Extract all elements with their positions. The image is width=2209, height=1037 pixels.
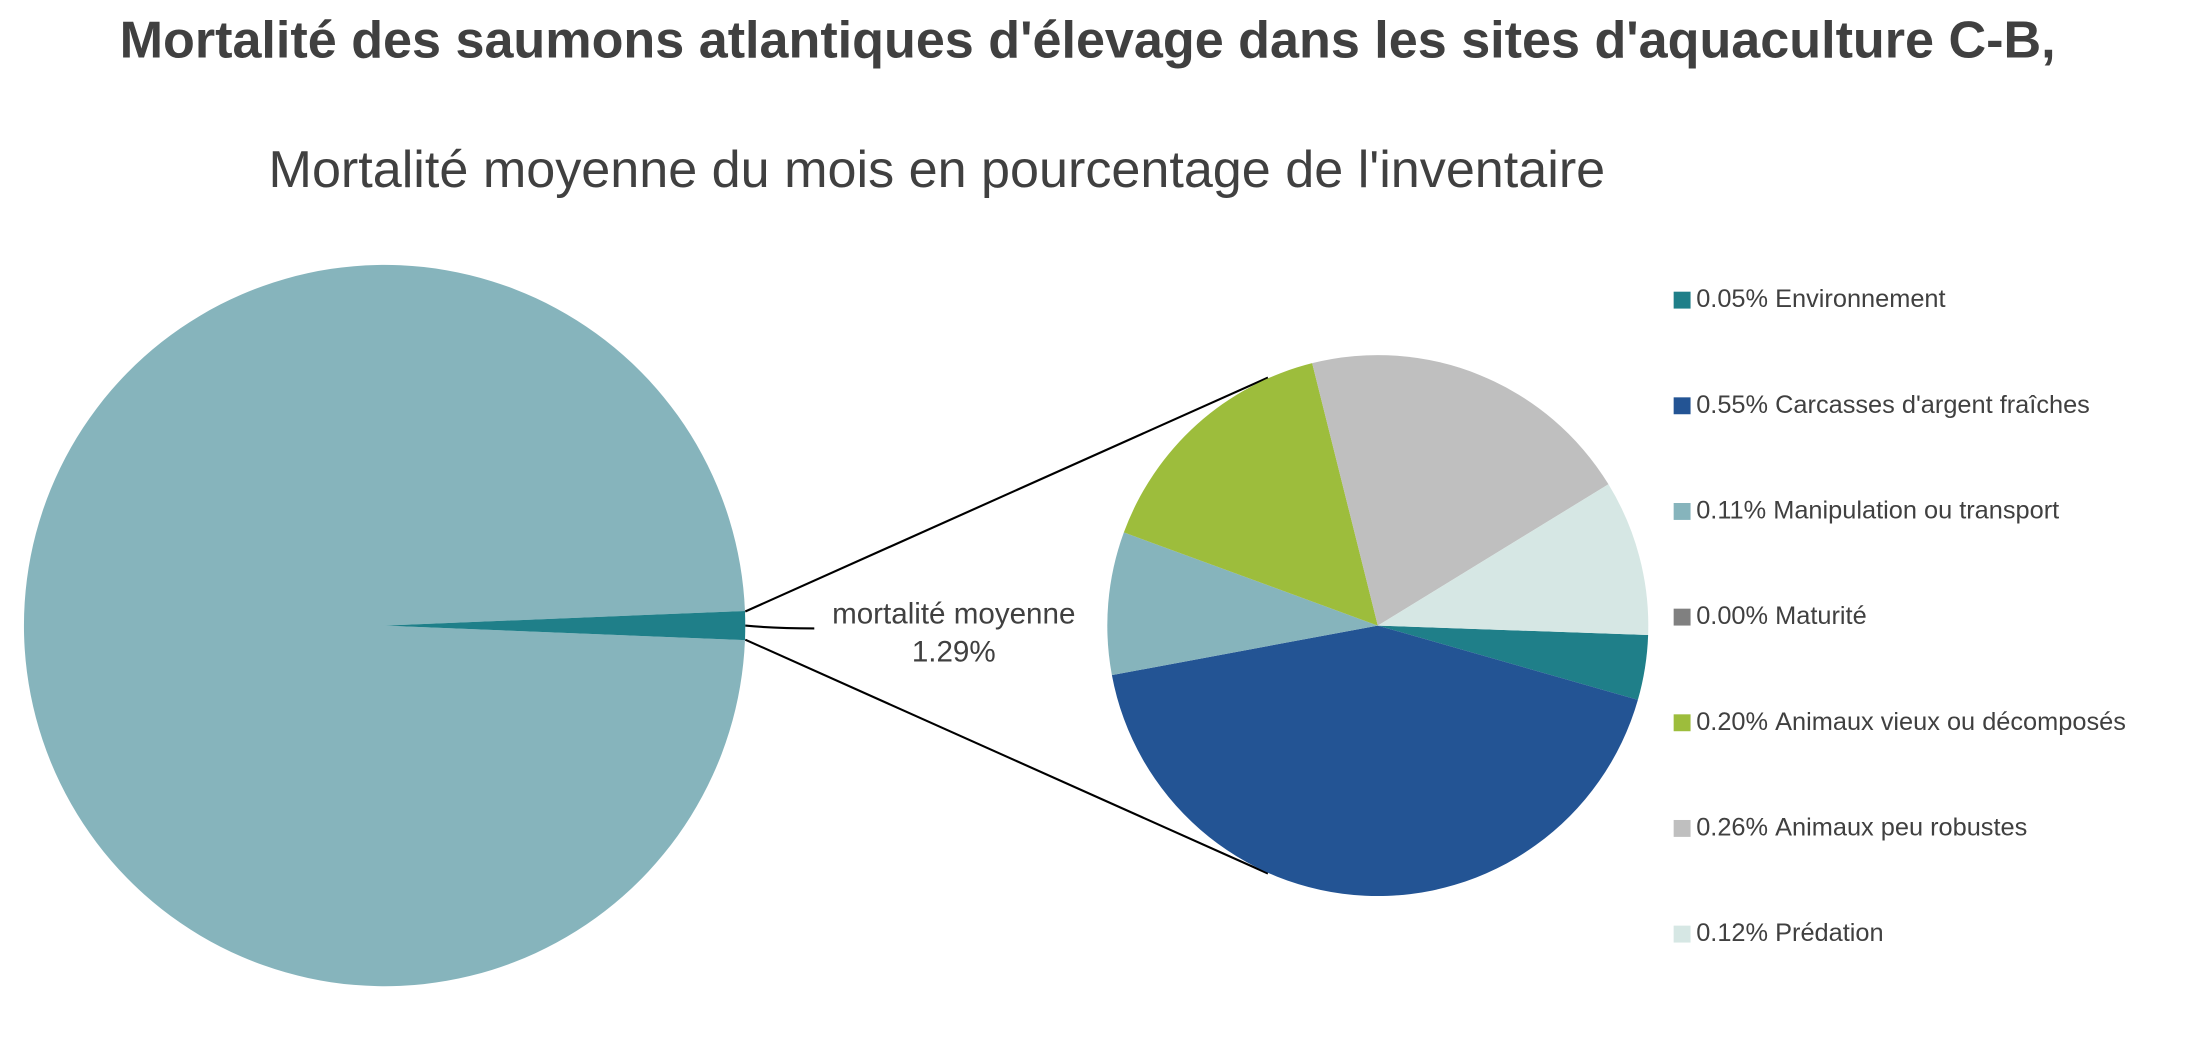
legend-label: 0.26% Animaux peu robustes xyxy=(1696,813,2027,841)
legend-category: Manipulation ou transport xyxy=(1773,496,2059,524)
legend-value-label: 0.12% xyxy=(1696,919,1768,947)
legend-value-label: 0.26% xyxy=(1696,813,1768,841)
legend-swatch xyxy=(1673,819,1691,837)
legend-category: Maturité xyxy=(1775,602,1867,630)
legend-value-label: 0.11% xyxy=(1696,496,1766,524)
legend-category: Animaux peu robustes xyxy=(1775,813,2027,841)
pie-slice xyxy=(1111,625,1638,897)
legend-label: 0.11% Manipulation ou transport xyxy=(1696,496,2059,524)
legend-label: 0.55% Carcasses d'argent fraîches xyxy=(1696,390,2090,418)
legend-swatch xyxy=(1673,503,1691,520)
chart-subtitle: Mortalité moyenne du mois en pourcentage… xyxy=(269,141,1606,199)
chart-title: Mortalité des saumons atlantiques d'élev… xyxy=(120,11,2056,69)
legend-value-label: 0.20% xyxy=(1696,707,1768,735)
legend-category: Prédation xyxy=(1775,919,1884,947)
label-leader xyxy=(745,624,815,630)
legend-value-label: 0.00% xyxy=(1696,602,1768,630)
pie-slice xyxy=(23,264,745,987)
legend-value-label: 0.55% xyxy=(1696,390,1768,418)
pie-slice xyxy=(1312,355,1609,626)
pie-slice xyxy=(1377,625,1649,700)
legend-swatch xyxy=(1673,714,1691,732)
legend-label: 0.12% Prédation xyxy=(1696,919,1883,947)
pie-slice xyxy=(1377,484,1649,636)
legend-category: Environnement xyxy=(1775,285,1945,313)
legend-swatch xyxy=(1673,397,1691,415)
legend-category: Animaux vieux ou décomposés xyxy=(1775,707,2126,735)
pie-slice xyxy=(1123,363,1378,626)
legend-swatch xyxy=(1673,608,1691,626)
connector-line xyxy=(744,376,1269,613)
legend-label: 0.05% Environnement xyxy=(1696,285,1945,313)
main-slice-label: mortalité moyenne xyxy=(832,598,1075,631)
legend-value-label: 0.05% xyxy=(1696,285,1768,313)
legend-swatch xyxy=(1673,291,1691,309)
legend-label: 0.00% Maturité xyxy=(1696,602,1866,630)
legend-label: 0.20% Animaux vieux ou décomposés xyxy=(1696,707,2126,735)
pie-slice xyxy=(384,610,746,641)
legend-swatch xyxy=(1673,925,1691,943)
main-slice-value-label: 1.29% xyxy=(912,636,996,669)
pie-slice xyxy=(1107,532,1378,676)
connector-line xyxy=(744,638,1269,875)
legend-category: Carcasses d'argent fraîches xyxy=(1775,390,2090,418)
